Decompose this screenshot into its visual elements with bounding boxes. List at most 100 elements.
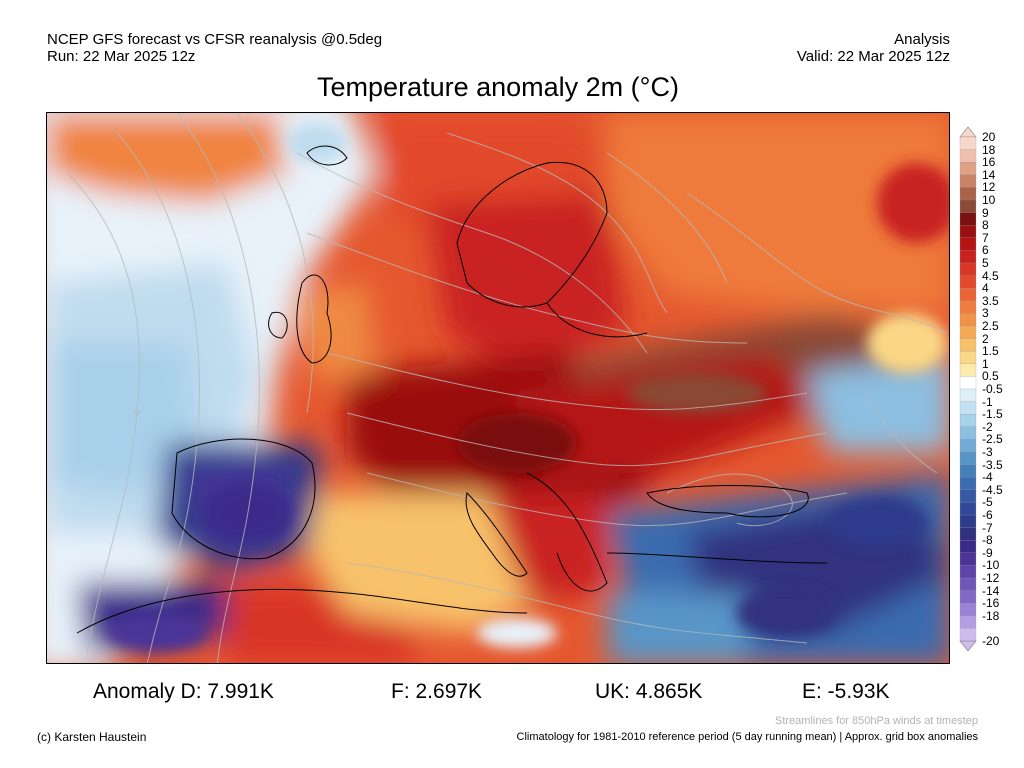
colorbar-swatch <box>959 262 977 277</box>
colorbar-label: 20 <box>982 130 996 144</box>
colorbar-label: 3 <box>982 306 989 321</box>
map-canvas <box>47 113 949 663</box>
colorbar-label: 7 <box>982 230 989 245</box>
colorbar-swatch <box>959 250 977 264</box>
colorbar-label: -14 <box>982 583 1000 598</box>
model-source-text: NCEP GFS forecast vs CFSR reanalysis @0.… <box>47 31 383 48</box>
colorbar-label: -7 <box>982 520 993 535</box>
colorbar-label: -16 <box>982 596 1000 611</box>
colorbar-swatch <box>959 363 977 377</box>
colorbar-label: 9 <box>982 205 989 220</box>
iberia-outline <box>171 438 316 560</box>
colorbar-top-arrow <box>959 126 977 138</box>
colorbar-label: 0.5 <box>982 369 999 384</box>
colorbar-label: -0.5 <box>982 382 1003 396</box>
colorbar-label: -2 <box>982 419 993 434</box>
colorbar-label: 18 <box>982 142 996 157</box>
colorbar-swatch <box>959 577 977 592</box>
colorbar-swatch <box>959 187 977 201</box>
colorbar-swatch <box>959 338 977 352</box>
climatology-note: Climatology for 1981-2010 reference peri… <box>516 731 978 743</box>
colorbar-swatch <box>959 603 977 617</box>
colorbar-label: 1 <box>982 356 989 371</box>
colorbar-label: -5 <box>982 495 993 510</box>
map-title: Temperature anomaly 2m (°C) <box>317 72 679 102</box>
anomaly-germany: Anomaly D: 7.991K <box>93 680 274 703</box>
colorbar-swatch <box>959 615 977 629</box>
colorbar-bottom-arrow <box>959 640 977 652</box>
colorbar-label: -3.5 <box>982 457 1003 472</box>
colorbar-swatch <box>959 565 977 579</box>
coastlines <box>76 145 828 634</box>
colorbar-swatch <box>959 300 977 314</box>
colorbar-swatch <box>959 514 977 529</box>
valid-time-text: Valid: 22 Mar 2025 12z <box>796 48 950 65</box>
colorbar-label: 2 <box>982 331 989 346</box>
valid-info: Analysis Valid: 22 Mar 2025 12z <box>797 31 950 65</box>
colorbar-swatch <box>959 439 977 453</box>
analysis-label: Analysis <box>894 31 950 48</box>
colorbar-swatch <box>959 325 977 340</box>
colorbar-swatch <box>959 451 977 466</box>
colorbar-swatch <box>959 225 977 239</box>
turkey-coast <box>606 552 828 564</box>
colorbar-swatch <box>959 199 977 214</box>
colorbar-label: -9 <box>982 545 993 560</box>
colorbar-label: 3.5 <box>982 293 999 308</box>
colorbar-label: 4 <box>982 281 989 296</box>
colorbar-swatch <box>959 388 977 403</box>
colorbar-swatch <box>959 212 977 226</box>
colorbar-label: 1.5 <box>982 344 999 359</box>
colorbar-swatch <box>959 237 977 251</box>
colorbar-swatch <box>959 149 977 163</box>
colorbar-swatch <box>959 489 977 503</box>
streamlines-note: Streamlines for 850hPa winds at timestep <box>775 715 978 727</box>
colorbar-swatch <box>959 136 977 151</box>
colorbar-label: -4.5 <box>982 482 1003 497</box>
anomaly-spain: E: -5.93K <box>802 680 890 703</box>
anomaly-uk: UK: 4.865K <box>595 680 703 703</box>
colorbar-swatch <box>959 288 977 302</box>
anomaly-france: F: 2.697K <box>391 680 483 703</box>
colorbar-swatch <box>959 477 977 491</box>
colorbar <box>958 126 978 652</box>
run-time-text: Run: 22 Mar 2025 12z <box>47 48 196 65</box>
colorbar-label: 12 <box>982 180 996 195</box>
colorbar-label: 14 <box>982 167 996 182</box>
colorbar-label: -20 <box>982 634 1000 648</box>
great-britain-outline <box>296 274 332 364</box>
colorbar-label: 6 <box>982 243 989 258</box>
colorbar-label: -1.5 <box>982 407 1003 422</box>
scandinavia-outline <box>456 161 608 308</box>
black-sea-outline <box>646 485 809 518</box>
anomaly-detail <box>107 123 949 651</box>
colorbar-swatch <box>959 464 977 478</box>
colorbar-swatch <box>959 162 977 176</box>
colorbar-swatch <box>959 174 977 188</box>
model-info: NCEP GFS forecast vs CFSR reanalysis @0.… <box>47 31 382 65</box>
colorbar-label: 8 <box>982 218 989 233</box>
colorbar-label: -6 <box>982 508 993 522</box>
colorbar-label: -10 <box>982 558 1000 573</box>
colorbar-swatches <box>959 126 977 652</box>
colorbar-label: -2.5 <box>982 432 1003 447</box>
colorbar-swatch <box>959 351 977 365</box>
colorbar-label: 5 <box>982 256 989 270</box>
streamlines <box>66 113 948 663</box>
colorbar-label: -12 <box>982 571 1000 585</box>
colorbar-label: 4.5 <box>982 268 999 283</box>
colorbar-swatch <box>959 540 977 554</box>
colorbar-swatch <box>959 502 977 516</box>
colorbar-label: 10 <box>982 193 996 207</box>
colorbar-swatch <box>959 275 977 289</box>
temperature-anomaly-map <box>46 112 950 664</box>
colorbar-label: -18 <box>982 608 1000 623</box>
colorbar-label: -3 <box>982 445 993 459</box>
colorbar-swatch <box>959 401 977 415</box>
colorbar-swatch <box>959 426 977 440</box>
ireland-outline <box>268 311 288 339</box>
colorbar-swatch <box>959 376 977 390</box>
colorbar-label: -8 <box>982 533 993 548</box>
colorbar-swatch <box>959 590 977 604</box>
italy-outline <box>465 492 528 577</box>
